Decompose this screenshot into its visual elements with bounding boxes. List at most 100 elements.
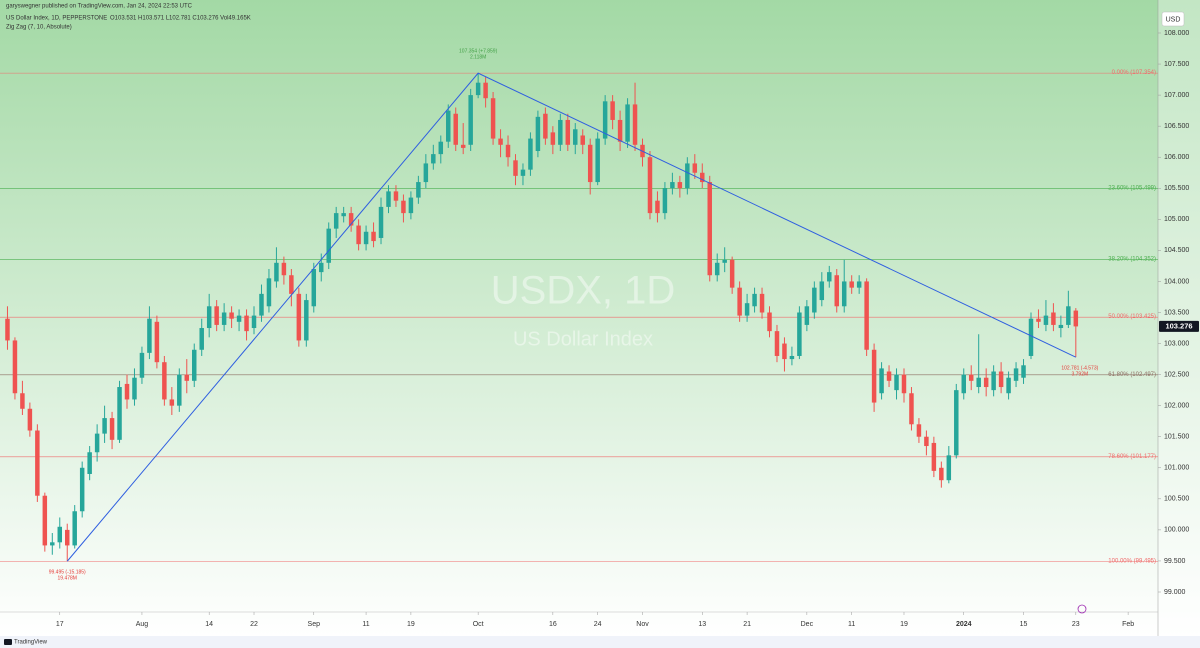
- candle-body: [685, 163, 690, 189]
- candle-body: [42, 495, 48, 546]
- candle-body: [789, 355, 795, 360]
- x-tick-label: 15: [1020, 621, 1028, 628]
- candle-body: [468, 95, 473, 145]
- zigzag-line: [66, 72, 1077, 562]
- candle-body: [289, 275, 294, 294]
- candle-body: [655, 200, 660, 214]
- candle-body: [782, 343, 787, 360]
- candle-body: [804, 306, 810, 325]
- candle-body: [259, 293, 264, 316]
- candle-body: [744, 303, 750, 316]
- x-tick-label: 11: [362, 621, 369, 628]
- candle-body: [692, 163, 698, 173]
- x-tick-label: 23: [1072, 621, 1080, 628]
- x-tick-label: Aug: [136, 621, 149, 628]
- candle-body: [408, 197, 414, 214]
- candle-body: [79, 467, 85, 512]
- watermark: USDX, 1D: [491, 269, 676, 313]
- candle-body: [625, 104, 630, 142]
- x-tick-label: Feb: [1122, 621, 1134, 628]
- y-tick-label: 106.500: [1164, 123, 1189, 130]
- zigzag-volume: 19.478M: [58, 576, 77, 582]
- ohlc: O103.531 H103.571 L102.781 C103.276 Vol4…: [110, 16, 251, 22]
- candle-body: [296, 293, 302, 341]
- candle-body: [333, 213, 339, 229]
- candle-body: [348, 213, 354, 226]
- candle-body: [946, 455, 952, 481]
- candle-body: [916, 424, 922, 437]
- candle-body: [767, 312, 772, 332]
- last-price-box: [1159, 320, 1199, 332]
- candle-body: [513, 160, 518, 176]
- candle-body: [431, 154, 436, 164]
- candle-body: [416, 182, 421, 198]
- candle-body: [5, 318, 10, 341]
- x-tick-label: 19: [407, 621, 415, 628]
- candle-body: [939, 467, 944, 481]
- candle-body: [490, 98, 496, 139]
- y-tick-label: 105.500: [1164, 185, 1189, 192]
- candle-body: [827, 272, 832, 282]
- candle-body: [423, 163, 429, 183]
- candle-body: [707, 182, 712, 276]
- published: garyswegner published on TradingView.com…: [6, 4, 193, 10]
- footer: [0, 636, 1200, 648]
- candle-body: [1006, 377, 1011, 394]
- candle-body: [446, 110, 451, 142]
- candle-body: [12, 340, 18, 394]
- candle-body: [460, 144, 466, 148]
- candle-body: [27, 408, 33, 431]
- y-tick-label: 107.500: [1164, 61, 1189, 68]
- x-tick-label: 13: [698, 621, 706, 628]
- currency[interactable]: USD: [1166, 16, 1181, 23]
- candle-body: [1051, 312, 1056, 325]
- candle-body: [401, 200, 406, 214]
- candle-body: [617, 119, 623, 142]
- alert-icon[interactable]: [1077, 604, 1087, 614]
- indicator: Zig Zag (7, 10, Absolute): [6, 25, 72, 31]
- y-tick-label: 103.500: [1164, 309, 1189, 316]
- y-tick-label: 102.000: [1164, 403, 1189, 410]
- candle-body: [87, 452, 92, 474]
- candle-body: [543, 113, 548, 139]
- candle-body: [879, 368, 884, 394]
- candle-body: [483, 82, 488, 99]
- y-tick-label: 107.000: [1164, 92, 1189, 99]
- candle-body: [281, 262, 287, 276]
- y-tick-label: 101.500: [1164, 434, 1189, 441]
- y-tick-label: 104.500: [1164, 247, 1189, 254]
- y-tick-label: 103.000: [1164, 340, 1189, 347]
- x-tick-label: Dec: [801, 621, 814, 628]
- y-tick-label: 102.500: [1164, 371, 1189, 378]
- candle-body: [1073, 310, 1079, 327]
- candle-body: [998, 371, 1004, 388]
- candle-body: [797, 312, 802, 356]
- candle-body: [1013, 368, 1019, 381]
- candle-body: [1058, 324, 1064, 329]
- candle-body: [453, 113, 458, 145]
- candle-body: [864, 281, 869, 350]
- x-tick-label: 21: [743, 621, 751, 628]
- candle-body: [662, 188, 668, 214]
- candle-body: [109, 418, 115, 440]
- candle-body: [251, 315, 257, 329]
- x-tick-label: Sep: [308, 621, 321, 628]
- candle-body: [528, 138, 533, 170]
- currency-box[interactable]: [1161, 11, 1185, 27]
- candle-body: [274, 262, 279, 282]
- candle-body: [64, 529, 70, 546]
- candle-body: [214, 306, 219, 325]
- fib-label: 61.80% (102.497): [1108, 372, 1156, 378]
- candle-body: [162, 362, 167, 400]
- fib-label: 0.00% (107.354): [1112, 70, 1156, 76]
- candle-body: [199, 328, 204, 350]
- candle-body: [849, 281, 854, 288]
- y-tick-label: 104.000: [1164, 278, 1189, 285]
- candle-body: [909, 393, 914, 425]
- candle-body: [206, 306, 212, 329]
- candle-body: [266, 278, 272, 307]
- candle-body: [602, 101, 608, 139]
- candle-body: [841, 281, 847, 307]
- candle-body: [565, 119, 571, 145]
